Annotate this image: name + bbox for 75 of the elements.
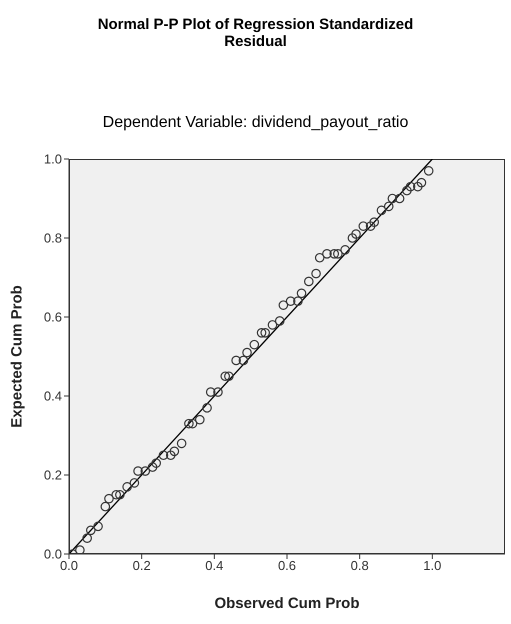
point: [413, 182, 423, 192]
y-axis-title: Expected Cum Prob: [8, 285, 26, 428]
point: [286, 296, 296, 306]
point: [242, 348, 252, 358]
point: [231, 356, 241, 366]
point: [140, 466, 150, 476]
point: [122, 482, 132, 492]
point: [148, 462, 158, 472]
point: [93, 522, 103, 532]
point: [369, 217, 379, 227]
point: [250, 340, 260, 350]
point: [348, 233, 358, 243]
point: [322, 249, 332, 259]
point: [424, 166, 434, 176]
chart-title: Normal P-P Plot of Regression Standardized Residual: [96, 15, 414, 50]
point: [333, 249, 343, 259]
point: [384, 202, 394, 212]
point: [158, 450, 168, 460]
point: [406, 182, 416, 192]
x-tick-label: 0.6: [278, 558, 296, 574]
point: [176, 438, 186, 448]
point: [311, 268, 321, 278]
point: [206, 387, 216, 397]
point: [416, 178, 426, 188]
x-tick-label: 0.8: [350, 558, 369, 574]
x-tick-label: 0.0: [60, 558, 78, 574]
x-tick-label: 1.0: [423, 558, 442, 574]
point: [304, 276, 314, 286]
point: [104, 494, 114, 504]
point: [260, 328, 270, 338]
point: [268, 320, 278, 330]
point: [133, 466, 143, 476]
point: [184, 418, 194, 428]
y-tick-label: 0.4: [44, 388, 62, 404]
point: [115, 490, 125, 500]
x-axis-title: Observed Cum Prob: [214, 595, 360, 612]
chart-subtitle: Dependent Variable: dividend_payout_ratio: [102, 114, 410, 133]
point: [220, 371, 230, 382]
point: [376, 206, 386, 216]
point: [195, 414, 205, 424]
y-tick-label: 0.2: [44, 468, 62, 483]
y-tick-label: 0.6: [44, 310, 62, 325]
point: [213, 387, 223, 397]
y-tick-label: 1.0: [44, 152, 62, 167]
point: [358, 221, 368, 231]
y-tick-label: 0.0: [44, 546, 62, 562]
point: [293, 296, 303, 306]
point: [170, 446, 180, 456]
point: [388, 194, 398, 204]
y-tick-label: 0.8: [44, 230, 62, 246]
point: [111, 490, 122, 500]
point: [75, 545, 85, 554]
point: [340, 245, 350, 255]
point: [82, 533, 92, 543]
point: [278, 300, 288, 310]
point: [130, 478, 140, 488]
point: [296, 288, 306, 298]
point: [224, 371, 234, 382]
point: [100, 502, 110, 512]
point: [166, 450, 176, 460]
point: [256, 328, 266, 338]
point: [402, 186, 412, 196]
point: [202, 403, 212, 413]
x-tick-label: 0.4: [205, 558, 224, 574]
point: [188, 418, 198, 428]
point: [86, 526, 96, 536]
point: [314, 252, 324, 263]
point: [329, 249, 340, 259]
point: [238, 356, 248, 366]
point: [274, 316, 285, 326]
point: [151, 458, 161, 468]
point: [394, 194, 404, 204]
point: [351, 229, 361, 239]
point: [366, 221, 376, 231]
x-tick-label: 0.2: [132, 558, 151, 574]
